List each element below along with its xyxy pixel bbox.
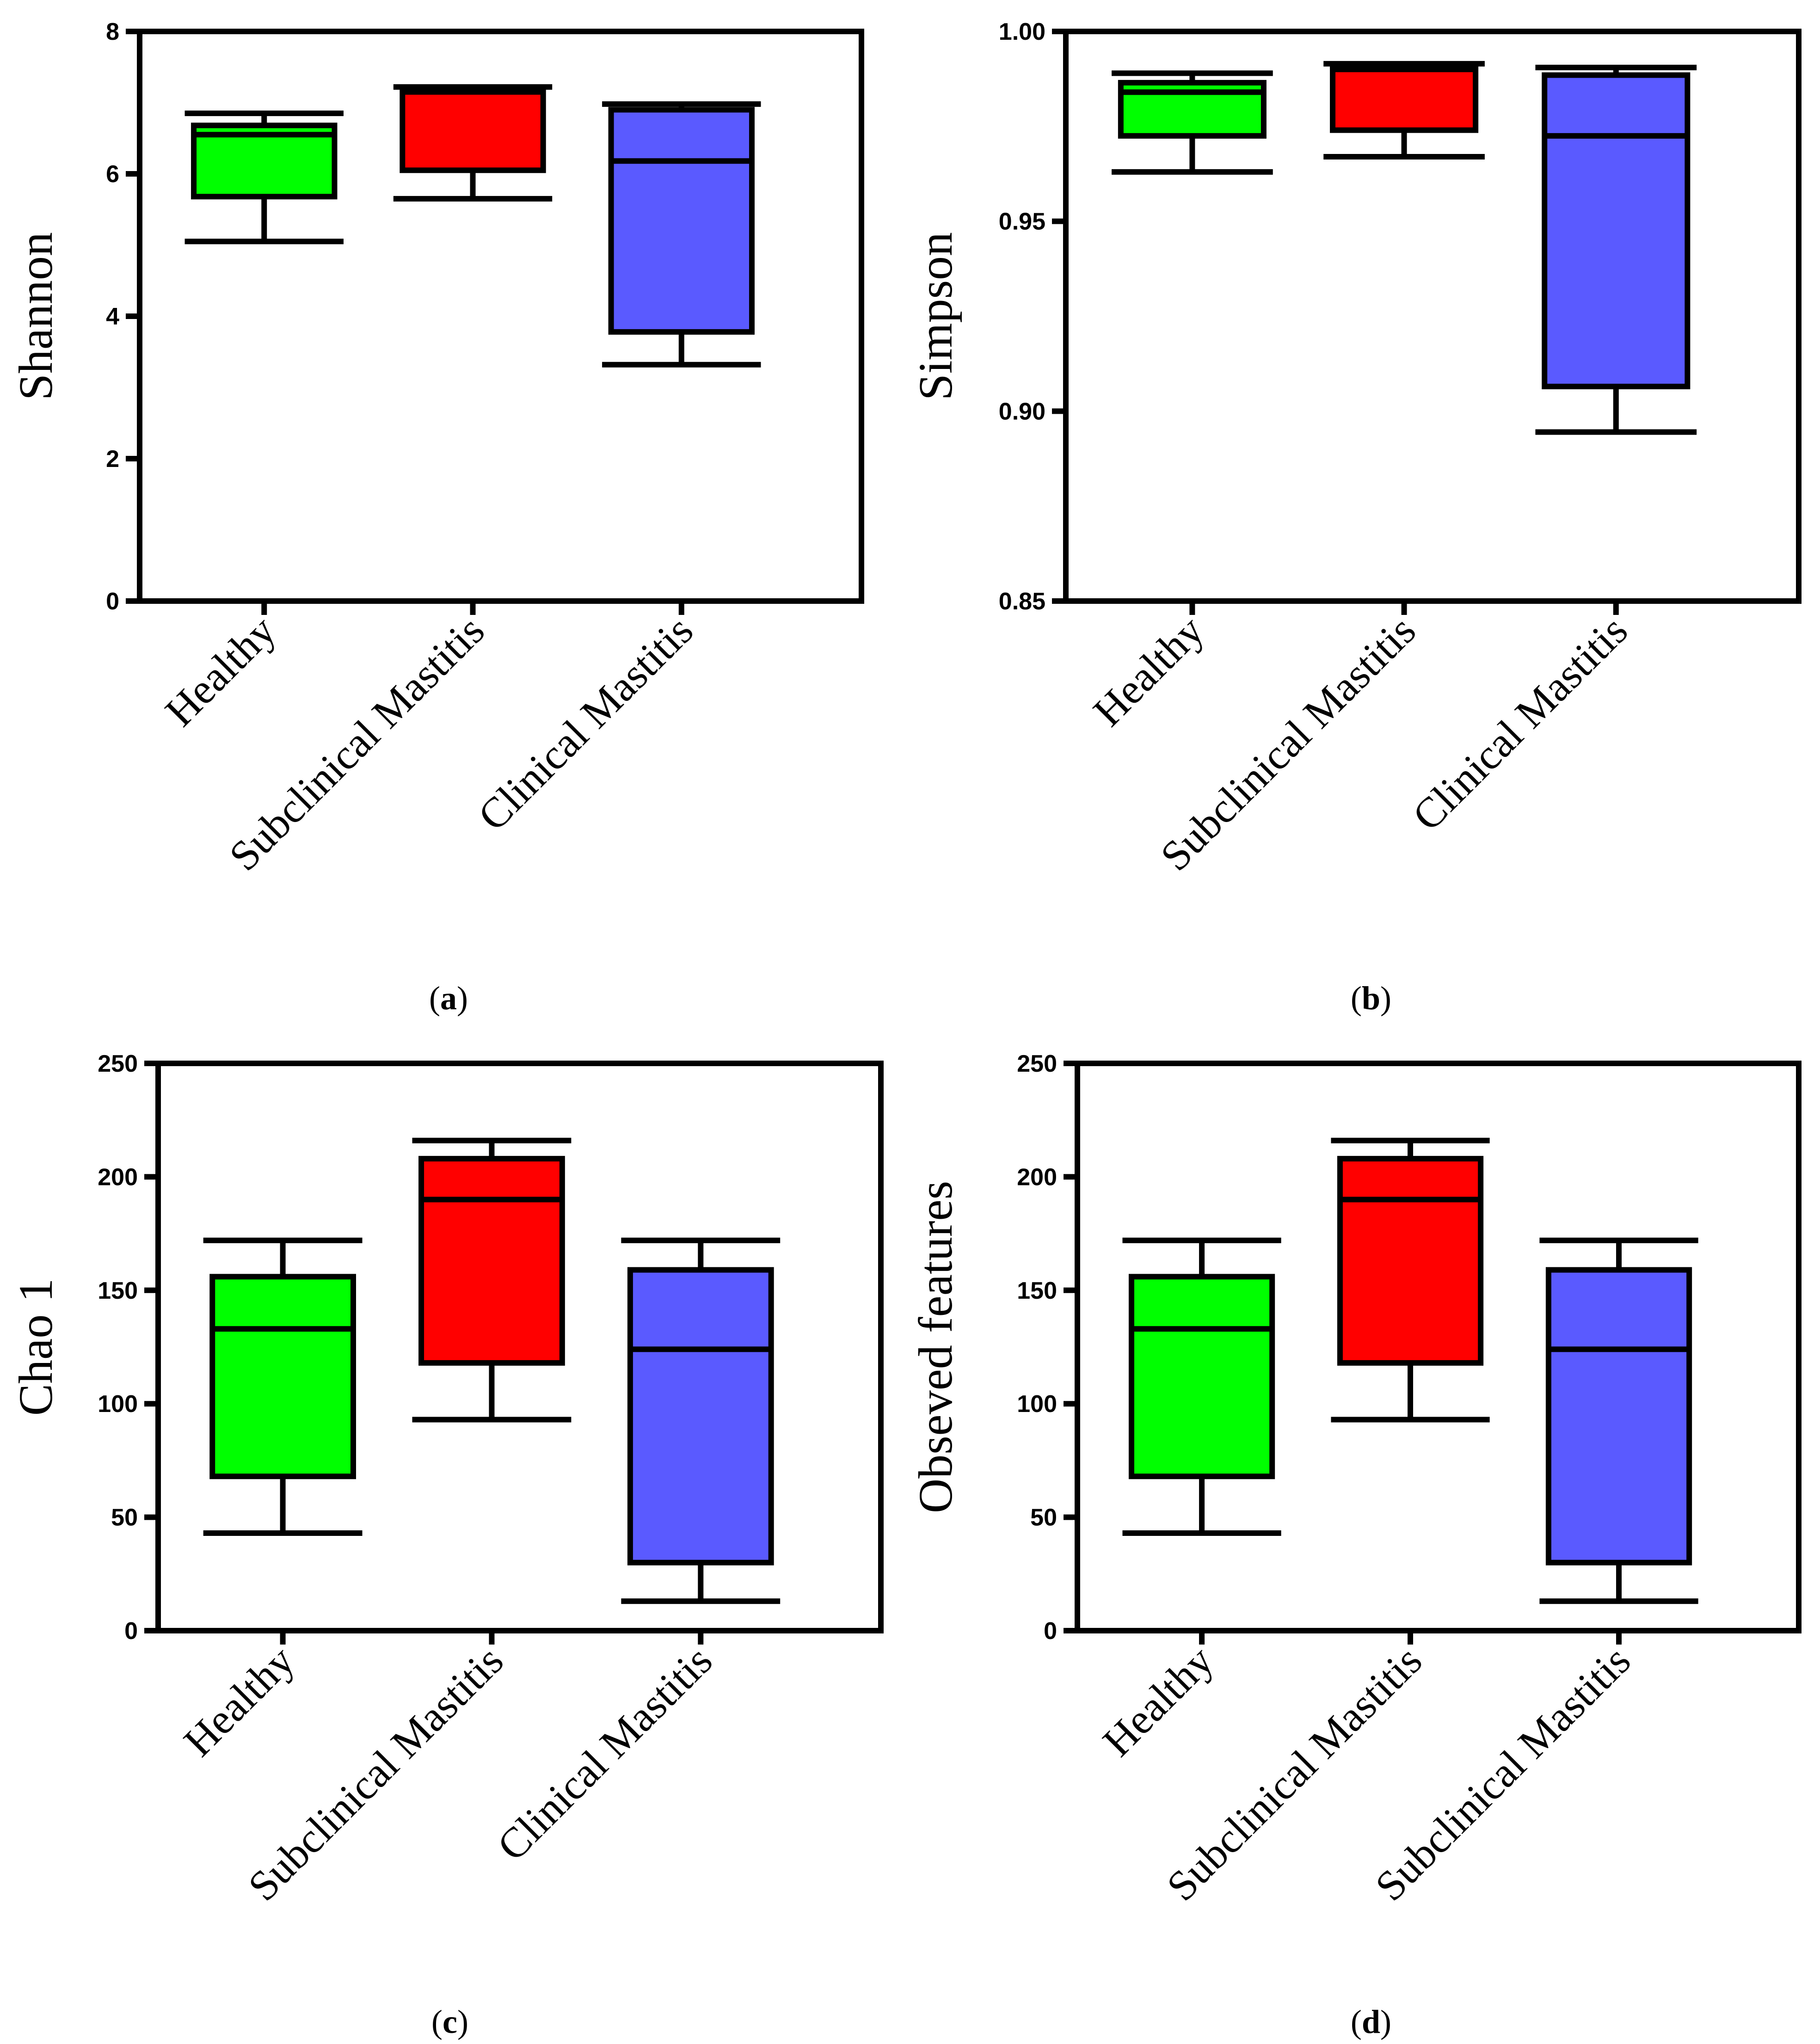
iqr-box bbox=[418, 1156, 565, 1366]
plot-frame bbox=[1063, 29, 1802, 604]
y-tick-label: 200 bbox=[98, 1164, 138, 1191]
category-label: Clinical Mastitis bbox=[488, 1637, 721, 1870]
caption-c: (c) bbox=[431, 2003, 468, 2040]
y-tick-label: 50 bbox=[111, 1504, 138, 1531]
iqr-box bbox=[400, 87, 546, 173]
category-label: Healthy bbox=[1084, 607, 1212, 735]
y-axis-title: Shannon bbox=[9, 232, 62, 400]
category-label: Healthy bbox=[175, 1637, 303, 1765]
category-label: Healthy bbox=[156, 607, 284, 735]
iqr-box bbox=[209, 1274, 356, 1479]
y-tick-label: 0 bbox=[1044, 1618, 1057, 1645]
y-axis-title: Obseved features bbox=[909, 1181, 962, 1513]
y-tick-label: 2 bbox=[106, 446, 119, 473]
y-tick-label: 100 bbox=[1017, 1391, 1057, 1418]
y-tick-label: 6 bbox=[106, 161, 119, 188]
y-tick-label: 250 bbox=[1017, 1050, 1057, 1077]
box-1: Healthy bbox=[175, 1237, 363, 1765]
simpson-plot: 0.85 0.90 0.95 1.00 Simpson HealthySubclinica… bbox=[909, 18, 1802, 880]
box-2: Subclinical Mastitis bbox=[220, 84, 553, 880]
y-tick-label: 150 bbox=[1017, 1277, 1057, 1304]
y-tick-label: 8 bbox=[106, 18, 119, 45]
y-tick-label: 50 bbox=[1030, 1504, 1057, 1531]
box-1: Healthy bbox=[156, 110, 344, 735]
iqr-box bbox=[1542, 72, 1691, 389]
box-3: Clinical Mastitis bbox=[469, 101, 761, 840]
y-tick-label: 4 bbox=[106, 303, 119, 330]
plot-frame bbox=[1075, 1061, 1802, 1633]
y-tick-label: 0 bbox=[106, 588, 119, 615]
panel-d: 0 50 100 150 200 250 Obseved features HealthySu… bbox=[909, 1050, 1802, 2040]
iqr-box bbox=[608, 107, 755, 335]
iqr-box bbox=[1545, 1267, 1692, 1565]
box-1: Healthy bbox=[1094, 1237, 1281, 1765]
y-axis-title: Chao 1 bbox=[9, 1278, 62, 1416]
panel-b: 0.85 0.90 0.95 1.00 Simpson HealthySubclinica… bbox=[909, 18, 1802, 1017]
y-tick-label: 250 bbox=[98, 1050, 138, 1077]
category-label: Healthy bbox=[1094, 1637, 1222, 1765]
box-2: Subclinical Mastitis bbox=[239, 1137, 572, 1910]
chao1-plot: 0 50 100 150 200 250 Chao 1 HealthySubclinical … bbox=[9, 1050, 884, 1910]
iqr-box bbox=[1337, 1156, 1484, 1366]
y-tick-label: 150 bbox=[98, 1277, 138, 1304]
y-axis-title: Simpson bbox=[909, 232, 962, 400]
caption-b: (b) bbox=[1351, 980, 1391, 1017]
plot-frame bbox=[155, 1061, 884, 1633]
y-tick-label: 0.95 bbox=[999, 209, 1045, 235]
box-2: Subclinical Mastitis bbox=[1157, 1137, 1490, 1910]
y-tick-label: 100 bbox=[98, 1391, 138, 1418]
y-tick-label: 1.00 bbox=[999, 18, 1045, 45]
caption-d: (d) bbox=[1351, 2003, 1391, 2040]
y-tick-label: 0 bbox=[124, 1618, 138, 1645]
box-3: Clinical Mastitis bbox=[1403, 65, 1697, 840]
caption-a: (a) bbox=[429, 980, 468, 1017]
box-1: Healthy bbox=[1084, 70, 1273, 735]
y-tick-label: 200 bbox=[1017, 1164, 1057, 1191]
observed-features-plot: 0 50 100 150 200 250 Obseved features HealthySu… bbox=[909, 1050, 1802, 1910]
box-2: Subclinical Mastitis bbox=[1151, 61, 1485, 880]
panel-c: 0 50 100 150 200 250 Chao 1 HealthySubclinical … bbox=[9, 1050, 884, 2040]
iqr-box bbox=[1330, 65, 1479, 133]
y-tick-label: 0.85 bbox=[999, 588, 1045, 615]
y-tick-label: 0.90 bbox=[999, 398, 1045, 425]
iqr-box bbox=[627, 1267, 774, 1565]
category-label: Clinical Mastitis bbox=[1403, 607, 1636, 840]
category-label: Clinical Mastitis bbox=[469, 607, 702, 840]
iqr-box bbox=[1128, 1274, 1275, 1479]
